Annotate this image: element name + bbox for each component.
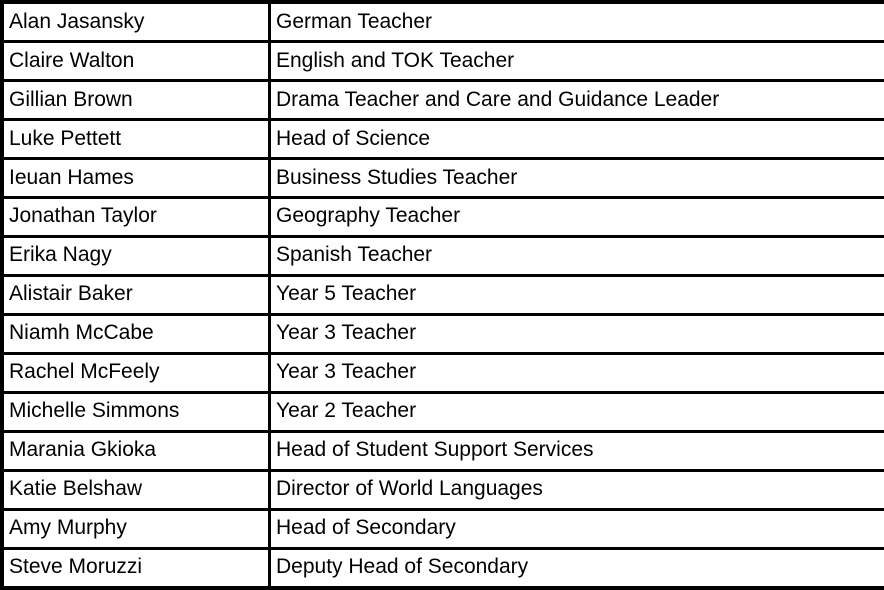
staff-name-cell: Claire Walton <box>0 40 271 83</box>
staff-role-cell: Year 3 Teacher <box>268 312 884 355</box>
staff-name-cell: Gillian Brown <box>0 79 271 122</box>
staff-name-cell: Michelle Simmons <box>0 390 271 433</box>
staff-name-cell: Alistair Baker <box>0 273 271 316</box>
table-row: Marania Gkioka Head of Student Support S… <box>0 429 884 472</box>
table-row: Alistair Baker Year 5 Teacher <box>0 273 884 316</box>
staff-role-cell: Spanish Teacher <box>268 234 884 277</box>
staff-role-cell: Deputy Head of Secondary <box>268 546 884 590</box>
staff-name-cell: Amy Murphy <box>0 507 271 550</box>
staff-name-cell: Katie Belshaw <box>0 468 271 511</box>
staff-role-cell: Drama Teacher and Care and Guidance Lead… <box>268 79 884 122</box>
staff-role-cell: Geography Teacher <box>268 196 884 238</box>
table-row: Michelle Simmons Year 2 Teacher <box>0 390 884 433</box>
table-row: Alan Jasansky German Teacher <box>0 0 884 44</box>
table-row: Jonathan Taylor Geography Teacher <box>0 196 884 238</box>
staff-role-cell: Head of Science <box>268 118 884 161</box>
table-row: Gillian Brown Drama Teacher and Care and… <box>0 79 884 122</box>
staff-name-cell: Alan Jasansky <box>0 0 271 44</box>
staff-role-cell: Business Studies Teacher <box>268 157 884 200</box>
table-row: Ieuan Hames Business Studies Teacher <box>0 157 884 200</box>
table-row: Katie Belshaw Director of World Language… <box>0 468 884 511</box>
staff-name-cell: Steve Moruzzi <box>0 546 271 590</box>
staff-role-cell: Year 5 Teacher <box>268 273 884 316</box>
staff-role-cell: Director of World Languages <box>268 468 884 511</box>
staff-name-cell: Marania Gkioka <box>0 429 271 472</box>
staff-role-cell: Year 3 Teacher <box>268 351 884 394</box>
table-row: Rachel McFeely Year 3 Teacher <box>0 351 884 394</box>
staff-role-cell: English and TOK Teacher <box>268 40 884 83</box>
staff-name-cell: Rachel McFeely <box>0 351 271 394</box>
staff-name-cell: Jonathan Taylor <box>0 196 271 238</box>
staff-name-cell: Ieuan Hames <box>0 157 271 200</box>
staff-name-cell: Niamh McCabe <box>0 312 271 355</box>
table-row: Luke Pettett Head of Science <box>0 118 884 161</box>
table-row: Erika Nagy Spanish Teacher <box>0 234 884 277</box>
table-row: Claire Walton English and TOK Teacher <box>0 40 884 83</box>
staff-role-cell: German Teacher <box>268 0 884 44</box>
staff-name-cell: Luke Pettett <box>0 118 271 161</box>
staff-role-cell: Head of Student Support Services <box>268 429 884 472</box>
staff-name-cell: Erika Nagy <box>0 234 271 277</box>
table-row: Amy Murphy Head of Secondary <box>0 507 884 550</box>
table-row: Steve Moruzzi Deputy Head of Secondary <box>0 546 884 590</box>
staff-role-cell: Head of Secondary <box>268 507 884 550</box>
staff-role-cell: Year 2 Teacher <box>268 390 884 433</box>
table-row: Niamh McCabe Year 3 Teacher <box>0 312 884 355</box>
